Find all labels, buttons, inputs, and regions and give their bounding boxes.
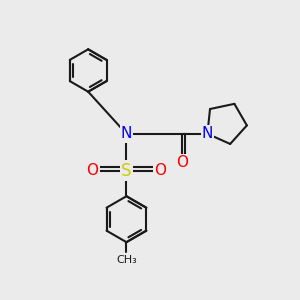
Text: O: O (176, 155, 188, 170)
Text: O: O (87, 163, 99, 178)
Text: N: N (121, 126, 132, 141)
Text: O: O (154, 163, 166, 178)
Text: S: S (121, 162, 132, 180)
Text: N: N (202, 126, 213, 141)
Text: CH₃: CH₃ (116, 255, 137, 266)
